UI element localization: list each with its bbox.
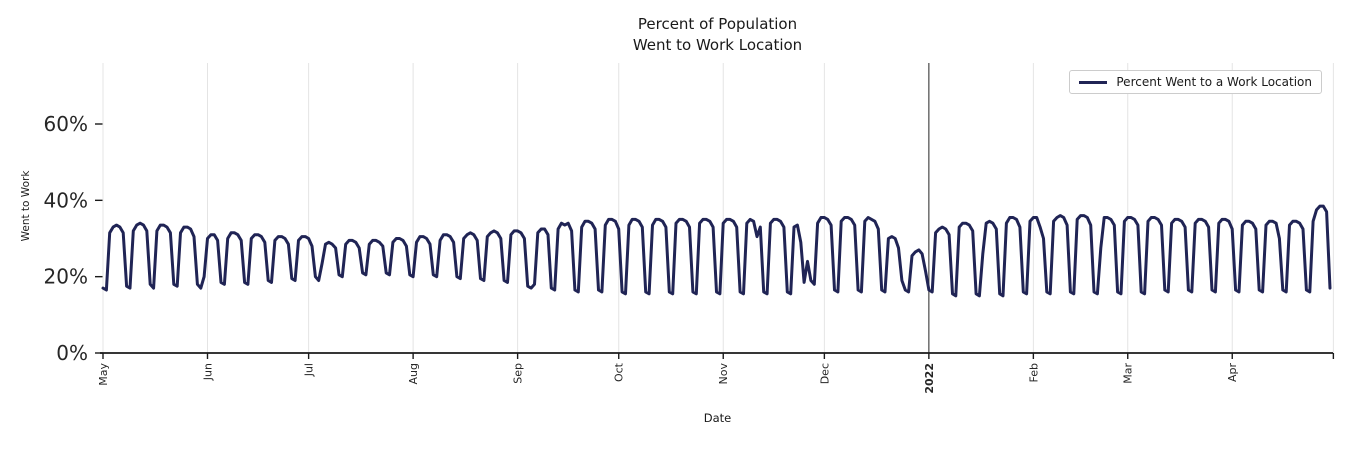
legend: Percent Went to a Work Location (1069, 70, 1322, 94)
x-tick-label: Mar (1122, 363, 1135, 384)
x-tick-label: Feb (1027, 363, 1040, 382)
y-tick-label: 20% (44, 265, 88, 289)
legend-label: Percent Went to a Work Location (1116, 75, 1312, 89)
chart-title: Percent of Population Went to Work Locat… (103, 14, 1332, 56)
x-tick-label: Apr (1226, 363, 1239, 383)
x-tick-label: Dec (818, 363, 831, 384)
x-tick-label: 2022 (923, 363, 936, 394)
x-tick-label: Aug (407, 363, 420, 384)
x-axis-label: Date (703, 411, 732, 425)
x-tick-label: May (97, 363, 110, 386)
chart-title-line2: Went to Work Location (632, 36, 803, 54)
y-tick-label: 0% (56, 341, 88, 365)
x-tick-label: Nov (717, 363, 730, 385)
x-tick-label: Jun (201, 363, 214, 381)
series-line (101, 204, 1332, 298)
x-tick-label: Jul (303, 363, 316, 377)
chart-title-line1: Percent of Population (637, 15, 798, 33)
x-tick-label: Sep (512, 363, 525, 384)
x-tick-label: Oct (613, 362, 626, 382)
legend-line-swatch (1079, 80, 1108, 84)
y-tick-label: 60% (44, 112, 88, 136)
y-tick-label: 40% (44, 188, 88, 212)
